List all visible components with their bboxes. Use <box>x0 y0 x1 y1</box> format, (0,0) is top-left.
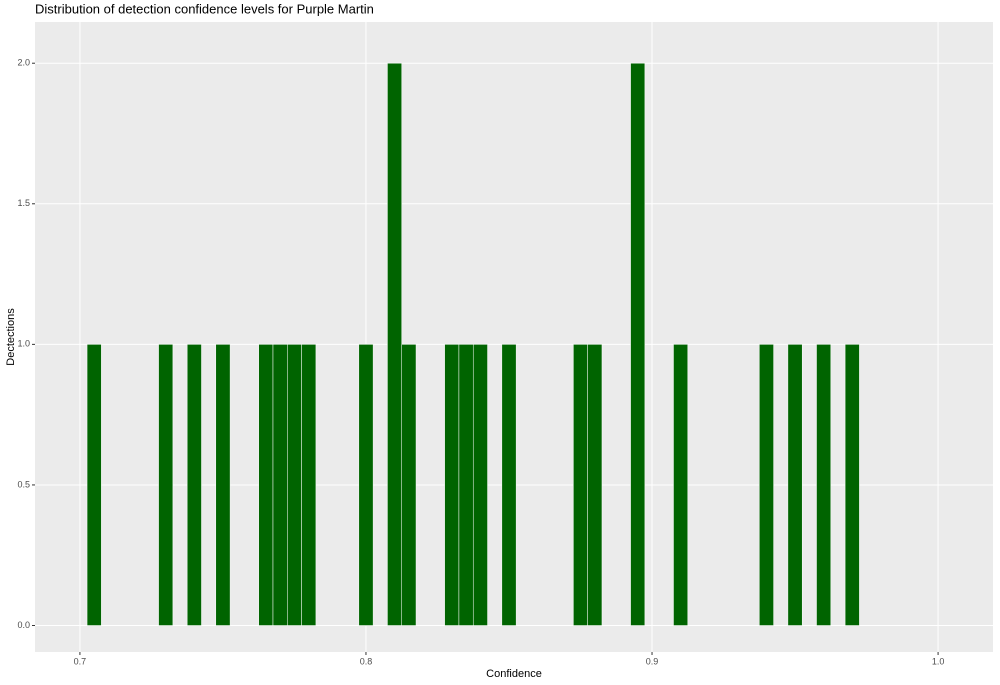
x-axis-label: Confidence <box>486 668 542 680</box>
bar <box>444 344 460 626</box>
bar <box>573 344 588 626</box>
bar <box>301 344 317 626</box>
bar <box>287 344 302 626</box>
bar <box>158 344 174 626</box>
bar <box>86 344 102 626</box>
y-tick-label: 1.0 <box>17 339 30 349</box>
bar <box>458 344 474 626</box>
x-tick-label: 0.9 <box>646 656 659 666</box>
bar <box>787 344 803 626</box>
bar <box>630 62 646 626</box>
bar <box>215 344 231 626</box>
bar <box>472 344 488 626</box>
x-tick-label: 0.8 <box>360 656 373 666</box>
bar <box>186 344 202 626</box>
bar <box>501 344 517 626</box>
bar <box>258 344 274 626</box>
x-tick-label: 0.7 <box>74 656 87 666</box>
x-tick-label: 1.0 <box>932 656 945 666</box>
bar <box>844 344 860 626</box>
y-axis-label: Dectections <box>5 308 17 366</box>
y-tick-label: 0.5 <box>17 479 30 489</box>
y-tick-label: 2.0 <box>17 58 30 68</box>
y-tick-label: 0.0 <box>17 620 30 630</box>
bar <box>387 62 402 626</box>
y-tick-label: 1.5 <box>17 198 30 208</box>
bar <box>401 344 417 626</box>
bar <box>673 344 689 626</box>
bar <box>358 344 374 626</box>
bar <box>272 344 288 626</box>
bar <box>587 344 603 626</box>
bar <box>816 344 832 626</box>
chart-title: Distribution of detection confidence lev… <box>35 1 374 16</box>
bar <box>759 344 774 626</box>
